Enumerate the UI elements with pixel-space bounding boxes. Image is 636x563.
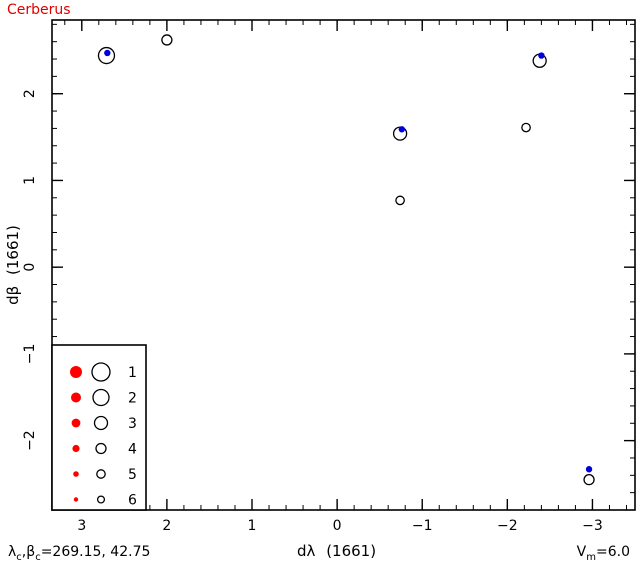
legend-label: 3 bbox=[128, 416, 137, 432]
y-tick-label: 0 bbox=[22, 263, 38, 272]
blue-point bbox=[585, 466, 593, 473]
y-axis-label: dβ (1661) bbox=[4, 225, 22, 305]
lambda-subscript: c bbox=[16, 552, 22, 563]
x-tick-label: 1 bbox=[248, 518, 257, 534]
magnitude-equals: = bbox=[596, 544, 608, 560]
open-circle-point bbox=[161, 34, 173, 46]
magnitude-label: Vm=6.0 bbox=[577, 544, 630, 563]
x-axis-label: dλ (1661) bbox=[297, 542, 376, 560]
center-values: 269.15, 42.75 bbox=[52, 544, 150, 560]
legend-label: 4 bbox=[128, 442, 137, 458]
equals: = bbox=[41, 544, 53, 560]
legend-filled-marker bbox=[71, 392, 81, 403]
legend-label: 1 bbox=[128, 365, 137, 381]
y-tick-label: 2 bbox=[22, 89, 38, 98]
legend-label: 2 bbox=[128, 391, 137, 407]
open-circle-point bbox=[583, 473, 595, 486]
chart-title: Cerberus bbox=[7, 2, 71, 18]
beta-subscript: c bbox=[35, 552, 41, 563]
y-tick-label: −1 bbox=[22, 344, 38, 365]
magnitude-subscript: m bbox=[586, 552, 596, 563]
legend-open-marker bbox=[91, 362, 111, 382]
x-tick-label: 0 bbox=[333, 518, 342, 534]
blue-point bbox=[538, 52, 545, 59]
legend-filled-marker bbox=[72, 444, 80, 453]
legend-filled-marker bbox=[73, 497, 79, 502]
y-axis-label-symbol: dβ bbox=[4, 286, 22, 305]
x-axis-label-epoch: (1661) bbox=[326, 542, 376, 560]
lambda-symbol: λ bbox=[8, 544, 16, 560]
legend-open-marker bbox=[92, 388, 110, 407]
open-circle-point bbox=[97, 46, 116, 65]
y-tick-label: −2 bbox=[22, 430, 38, 451]
x-axis-label-symbol: dλ bbox=[297, 542, 316, 560]
x-tick-label: 2 bbox=[162, 518, 171, 534]
y-axis-label-group: dβ (1661) bbox=[4, 225, 22, 305]
magnitude-symbol: V bbox=[577, 544, 587, 560]
beta-symbol: β bbox=[26, 544, 35, 560]
legend: 1 2 3 4 5 6 bbox=[51, 344, 147, 511]
data-points bbox=[97, 34, 595, 486]
legend-filled-marker bbox=[70, 366, 82, 378]
open-circle-point bbox=[521, 122, 531, 133]
x-tick-label: 3 bbox=[77, 518, 86, 534]
legend-label: 5 bbox=[128, 467, 137, 483]
x-axis: 3 2 1 0 −1 −2 −3 bbox=[64, 20, 627, 534]
x-tick-label: −3 bbox=[582, 518, 603, 534]
x-tick-label: −1 bbox=[412, 518, 433, 534]
legend-filled-marker bbox=[73, 471, 79, 477]
blue-point bbox=[104, 49, 111, 57]
legend-label: 6 bbox=[128, 493, 137, 509]
blue-point bbox=[398, 126, 405, 133]
legend-open-marker bbox=[96, 495, 106, 504]
legend-box bbox=[51, 344, 147, 511]
y-axis: −2 −1 0 1 2 bbox=[22, 23, 635, 511]
open-circle-point bbox=[395, 195, 405, 206]
y-axis-label-epoch: (1661) bbox=[4, 225, 22, 275]
magnitude-value: 6.0 bbox=[608, 544, 630, 560]
comma: , bbox=[22, 544, 26, 560]
y-tick-label: 1 bbox=[22, 176, 38, 185]
legend-open-marker bbox=[95, 442, 107, 455]
center-coordinates-label: λc,βc=269.15, 42.75 bbox=[8, 544, 150, 563]
legend-open-marker bbox=[96, 469, 106, 479]
x-tick-label: −2 bbox=[497, 518, 518, 534]
legend-filled-marker bbox=[71, 418, 81, 428]
plot-frame bbox=[51, 19, 636, 511]
legend-open-marker bbox=[93, 415, 109, 431]
